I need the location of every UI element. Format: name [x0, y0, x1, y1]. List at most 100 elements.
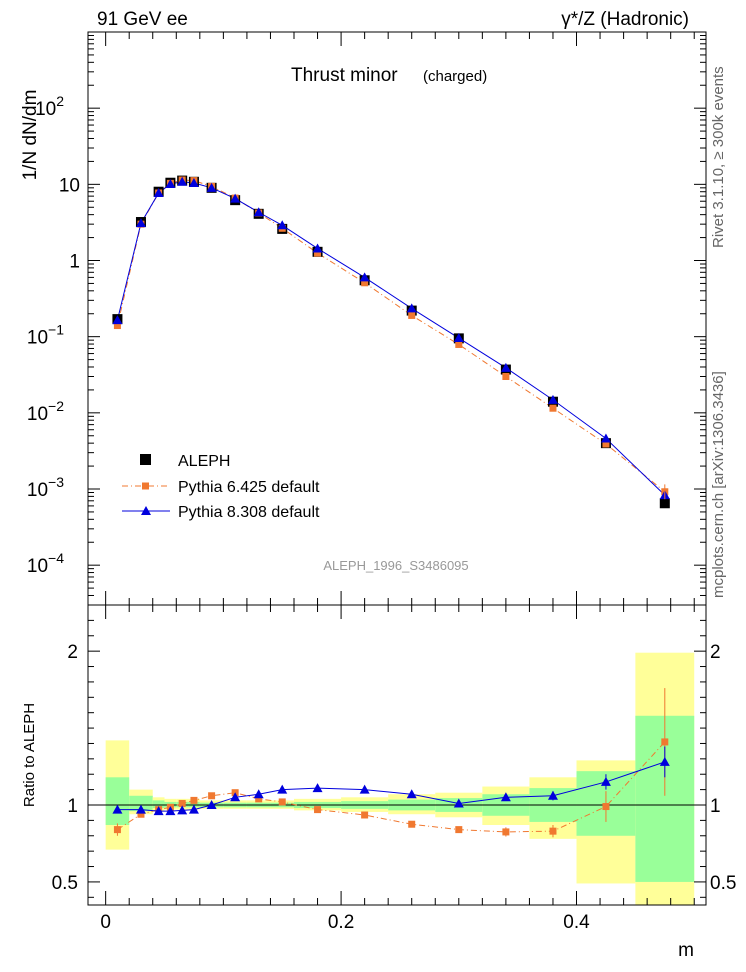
ratio-pythia8-point — [206, 800, 217, 809]
legend-marker-aleph — [140, 454, 151, 465]
main-ylabel: 1/N dN/dm — [20, 90, 41, 181]
pythia8-point — [277, 220, 288, 230]
legend: ALEPH Pythia 6.425 default Pythia 8.308 de… — [122, 453, 320, 521]
pythia6-point — [502, 372, 510, 380]
ratio-pythia8-point — [165, 806, 176, 816]
mcplots-label: mcplots.cern.ch [arXiv:1306.3436] — [710, 371, 727, 598]
legend-marker-pythia8 — [141, 506, 151, 515]
green-band — [152, 800, 165, 809]
ratio-pythia6-point — [113, 826, 121, 834]
y-tick-label: 10−3 — [27, 474, 64, 501]
pythia8-point — [188, 178, 199, 188]
ratio-pythia6-point — [314, 806, 322, 814]
rivet-label: Rivet 3.1.10, ≥ 300k events — [710, 66, 727, 248]
legend-label: Pythia 6.425 default — [178, 479, 320, 496]
ratio-pythia8-point — [406, 789, 417, 799]
pythia6-point — [314, 249, 322, 257]
y-tick-label: 10−4 — [27, 550, 64, 577]
legend-label: ALEPH — [178, 453, 230, 470]
pythia6-point — [549, 404, 557, 412]
y-tick-label: 10 — [59, 175, 80, 196]
pythia8-point — [206, 182, 217, 192]
aleph-point — [659, 498, 670, 509]
ratio-pythia8-point — [600, 776, 611, 786]
pythia8-point — [177, 176, 188, 186]
ratio-pythia6-point — [278, 798, 286, 806]
header-left: 91 GeV ee — [97, 9, 188, 30]
watermark: ALEPH_1996_S3486095 — [323, 558, 468, 573]
ratio-pythia8-point — [277, 784, 288, 794]
ratio-pythia6-point — [190, 796, 198, 804]
ratio-pythia8-point — [453, 798, 464, 808]
ratio-pythia8-point — [135, 804, 146, 814]
ratio-y-label-right: 0.5 — [710, 873, 736, 894]
ratio-pythia6-point — [255, 795, 263, 803]
ratio-pythia6-point — [208, 792, 216, 800]
ratio-pythia8-point — [547, 790, 558, 800]
header-right: γ*/Z (Hadronic) — [561, 9, 689, 30]
ratio-axis-ticks: 0.5 0.5 1 1 2 2 0 0.2 0.4 — [52, 605, 736, 933]
main-subtitle: (charged) — [423, 68, 487, 85]
pythia8-point — [153, 187, 164, 197]
ratio-pythia8-point — [112, 804, 123, 814]
ratio-panel: 0.5 0.5 1 1 2 2 0 0.2 0.4 Ratio to ALEPH m — [21, 604, 736, 961]
ratio-pythia6-point — [661, 738, 669, 746]
ratio-pythia8-point — [253, 789, 264, 799]
pythia8-point — [453, 333, 464, 343]
pythia8-point — [547, 394, 558, 404]
pythia8-point — [112, 315, 123, 325]
ratio-pythia6-point — [361, 811, 369, 819]
ratio-y-label: 2 — [67, 642, 78, 663]
ratio-pythia8-point — [177, 805, 188, 815]
pythia8-point — [500, 362, 511, 372]
ratio-pythia8-point — [659, 756, 670, 766]
ratio-y-label-right: 1 — [710, 796, 721, 817]
ratio-y-label-right: 2 — [710, 642, 721, 663]
ratio-pythia6-point — [602, 803, 610, 811]
pythia8-point — [600, 433, 611, 443]
series-line-1 — [116, 179, 666, 493]
pythia8-point — [359, 272, 370, 282]
ratio-pythia6-point — [455, 826, 463, 834]
ratio-series-layer — [112, 688, 670, 838]
pythia8-point — [165, 179, 176, 189]
pythia6-point — [602, 440, 610, 448]
x-tick-label: 0.2 — [328, 912, 354, 933]
legend-marker-pythia6 — [142, 482, 149, 490]
pythia8-point — [230, 193, 241, 203]
green-band — [105, 777, 130, 825]
ratio-pythia6-point — [502, 828, 510, 836]
pythia6-point — [113, 322, 121, 330]
ratio-pythia8-point — [500, 792, 511, 802]
green-band — [129, 795, 153, 812]
x-tick-label: 0 — [100, 912, 111, 933]
pythia6-point — [408, 311, 416, 319]
ratio-pythia6-point — [178, 799, 186, 807]
ratio-y-label: 0.5 — [52, 873, 78, 894]
ratio-pythia6-point — [549, 827, 557, 835]
ratio-pythia8-point — [312, 783, 323, 793]
pythia8-point — [253, 207, 264, 217]
y-tick-label: 1 — [69, 252, 80, 273]
pythia8-point — [406, 303, 417, 313]
series-line-2 — [116, 181, 666, 496]
x-axis-label: m — [678, 940, 694, 961]
main-series-layer — [112, 175, 670, 509]
legend-label: Pythia 8.308 default — [178, 504, 320, 521]
pythia8-point — [312, 243, 323, 253]
pythia8-point — [135, 218, 146, 228]
ratio-bands — [105, 652, 695, 905]
y-tick-label: 10−2 — [27, 398, 64, 425]
ratio-pythia8-point — [188, 804, 199, 814]
ratio-pythia8-point — [153, 806, 164, 816]
ratio-pythia8-point — [359, 784, 370, 794]
ratio-pythia6-point — [137, 810, 145, 818]
ratio-pythia6-point — [408, 820, 416, 828]
ratio-y-label: 1 — [67, 796, 78, 817]
pythia6-point — [361, 279, 369, 287]
ratio-ylabel: Ratio to ALEPH — [21, 703, 38, 807]
x-tick-label: 0.4 — [563, 912, 590, 933]
